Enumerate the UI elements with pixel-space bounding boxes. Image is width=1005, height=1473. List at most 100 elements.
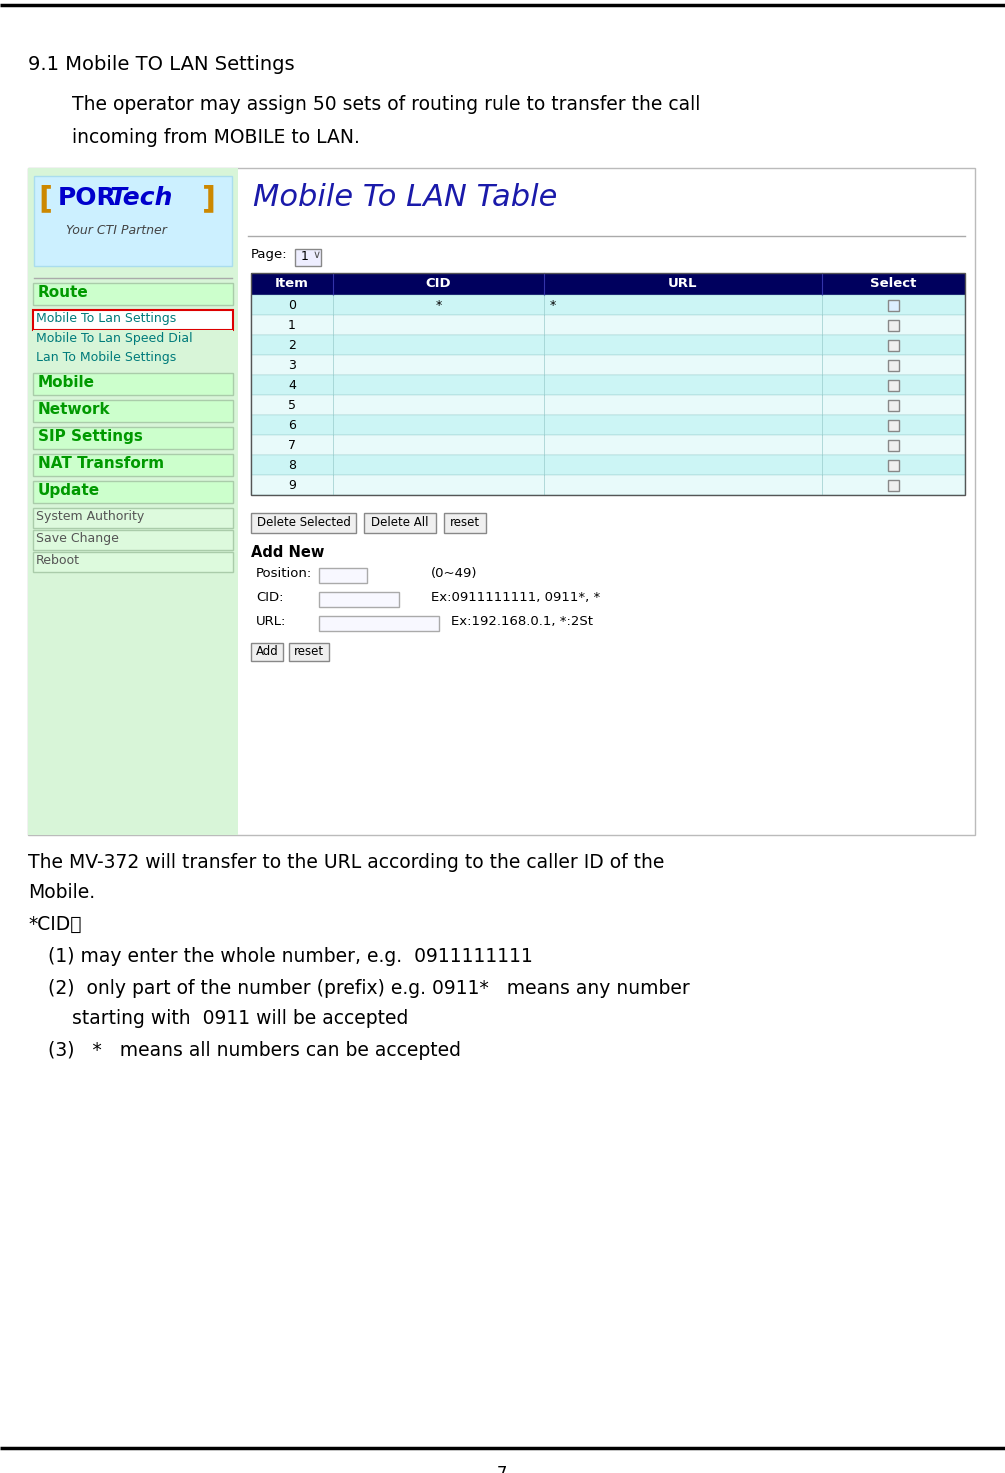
Bar bbox=[251, 513, 356, 533]
Text: Position:: Position: bbox=[256, 567, 313, 580]
Bar bbox=[33, 283, 233, 305]
Bar bbox=[888, 480, 899, 491]
Text: Mobile To Lan Speed Dial: Mobile To Lan Speed Dial bbox=[36, 331, 193, 345]
Bar bbox=[289, 644, 329, 661]
Bar bbox=[33, 401, 233, 421]
Bar bbox=[251, 355, 965, 376]
Bar bbox=[888, 320, 899, 331]
Bar bbox=[33, 482, 233, 502]
Text: Route: Route bbox=[38, 284, 88, 300]
Text: 9: 9 bbox=[288, 479, 296, 492]
Text: reset: reset bbox=[293, 645, 324, 658]
Text: Mobile.: Mobile. bbox=[28, 882, 95, 901]
Text: Lan To Mobile Settings: Lan To Mobile Settings bbox=[36, 351, 176, 364]
Bar bbox=[33, 373, 233, 395]
Text: *: * bbox=[435, 299, 441, 312]
Text: 4: 4 bbox=[288, 379, 296, 392]
Bar bbox=[251, 273, 965, 295]
Bar bbox=[28, 168, 975, 835]
Text: Your CTI Partner: Your CTI Partner bbox=[66, 224, 167, 237]
Text: -7-: -7- bbox=[490, 1466, 514, 1473]
Bar bbox=[888, 380, 899, 390]
Bar bbox=[888, 340, 899, 351]
Bar bbox=[33, 454, 233, 476]
Bar bbox=[251, 415, 965, 435]
Text: 5: 5 bbox=[288, 399, 296, 412]
Text: 9.1 Mobile TO LAN Settings: 9.1 Mobile TO LAN Settings bbox=[28, 55, 294, 74]
Bar bbox=[251, 295, 965, 315]
Bar bbox=[33, 330, 233, 349]
Text: Network: Network bbox=[38, 402, 111, 417]
Bar bbox=[251, 334, 965, 355]
Bar bbox=[295, 249, 321, 267]
Text: The operator may assign 50 sets of routing rule to transfer the call: The operator may assign 50 sets of routi… bbox=[72, 94, 700, 113]
Text: 8: 8 bbox=[288, 460, 296, 471]
Bar bbox=[888, 359, 899, 371]
Text: reset: reset bbox=[450, 516, 480, 529]
Text: Page:: Page: bbox=[251, 247, 287, 261]
Text: (3)   *   means all numbers can be accepted: (3) * means all numbers can be accepted bbox=[48, 1041, 461, 1061]
Bar bbox=[33, 349, 233, 368]
Text: CID: CID bbox=[425, 277, 451, 290]
Text: ∨: ∨ bbox=[313, 250, 322, 261]
Text: Mobile To LAN Table: Mobile To LAN Table bbox=[253, 183, 558, 212]
Bar bbox=[888, 401, 899, 411]
Bar bbox=[28, 168, 238, 835]
Bar bbox=[444, 513, 486, 533]
Bar bbox=[319, 592, 399, 607]
Text: 2: 2 bbox=[288, 339, 296, 352]
Bar bbox=[33, 552, 233, 572]
Text: Add: Add bbox=[255, 645, 278, 658]
Bar bbox=[888, 440, 899, 451]
Text: CID:: CID: bbox=[256, 591, 283, 604]
Bar bbox=[251, 435, 965, 455]
Bar bbox=[888, 460, 899, 471]
Text: 1: 1 bbox=[288, 320, 296, 331]
Text: The MV-372 will transfer to the URL according to the caller ID of the: The MV-372 will transfer to the URL acco… bbox=[28, 853, 664, 872]
Bar bbox=[251, 474, 965, 495]
Text: URL: URL bbox=[668, 277, 697, 290]
Bar bbox=[888, 420, 899, 432]
Text: System Authority: System Authority bbox=[36, 510, 145, 523]
Text: Mobile To Lan Settings: Mobile To Lan Settings bbox=[36, 312, 176, 326]
Text: 3: 3 bbox=[288, 359, 296, 373]
Text: POR: POR bbox=[58, 186, 117, 211]
Text: [: [ bbox=[38, 184, 52, 214]
Bar bbox=[33, 530, 233, 549]
Bar bbox=[888, 300, 899, 311]
Text: starting with  0911 will be accepted: starting with 0911 will be accepted bbox=[72, 1009, 408, 1028]
Text: Item: Item bbox=[275, 277, 309, 290]
Text: Update: Update bbox=[38, 483, 100, 498]
Text: incoming from MOBILE to LAN.: incoming from MOBILE to LAN. bbox=[72, 128, 360, 147]
Bar bbox=[251, 395, 965, 415]
Text: Mobile: Mobile bbox=[38, 376, 95, 390]
Text: Reboot: Reboot bbox=[36, 554, 80, 567]
Text: Save Change: Save Change bbox=[36, 532, 119, 545]
Text: Delete Selected: Delete Selected bbox=[256, 516, 351, 529]
Text: NAT Transform: NAT Transform bbox=[38, 457, 164, 471]
Bar bbox=[319, 616, 439, 630]
Bar bbox=[319, 569, 367, 583]
Text: 6: 6 bbox=[288, 418, 296, 432]
Bar bbox=[251, 376, 965, 395]
Text: Ex:0911111111, 0911*, *: Ex:0911111111, 0911*, * bbox=[431, 591, 600, 604]
Bar bbox=[364, 513, 436, 533]
Text: 1: 1 bbox=[302, 250, 309, 264]
Bar bbox=[34, 175, 232, 267]
Text: Select: Select bbox=[870, 277, 917, 290]
Bar bbox=[251, 273, 965, 495]
Text: (0~49): (0~49) bbox=[431, 567, 477, 580]
Text: (1) may enter the whole number, e.g.  0911111111: (1) may enter the whole number, e.g. 091… bbox=[48, 947, 533, 966]
Text: *: * bbox=[550, 299, 556, 312]
Bar bbox=[251, 315, 965, 334]
Text: Add New: Add New bbox=[251, 545, 325, 560]
Bar bbox=[251, 644, 283, 661]
Bar bbox=[33, 309, 233, 330]
Text: Tech: Tech bbox=[110, 186, 174, 211]
Text: 7: 7 bbox=[288, 439, 296, 452]
Text: SIP Settings: SIP Settings bbox=[38, 429, 143, 443]
Text: Delete All: Delete All bbox=[371, 516, 429, 529]
Text: ]: ] bbox=[202, 184, 216, 214]
Text: (2)  only part of the number (prefix) e.g. 0911*   means any number: (2) only part of the number (prefix) e.g… bbox=[48, 980, 689, 999]
Text: *CID：: *CID： bbox=[28, 915, 81, 934]
